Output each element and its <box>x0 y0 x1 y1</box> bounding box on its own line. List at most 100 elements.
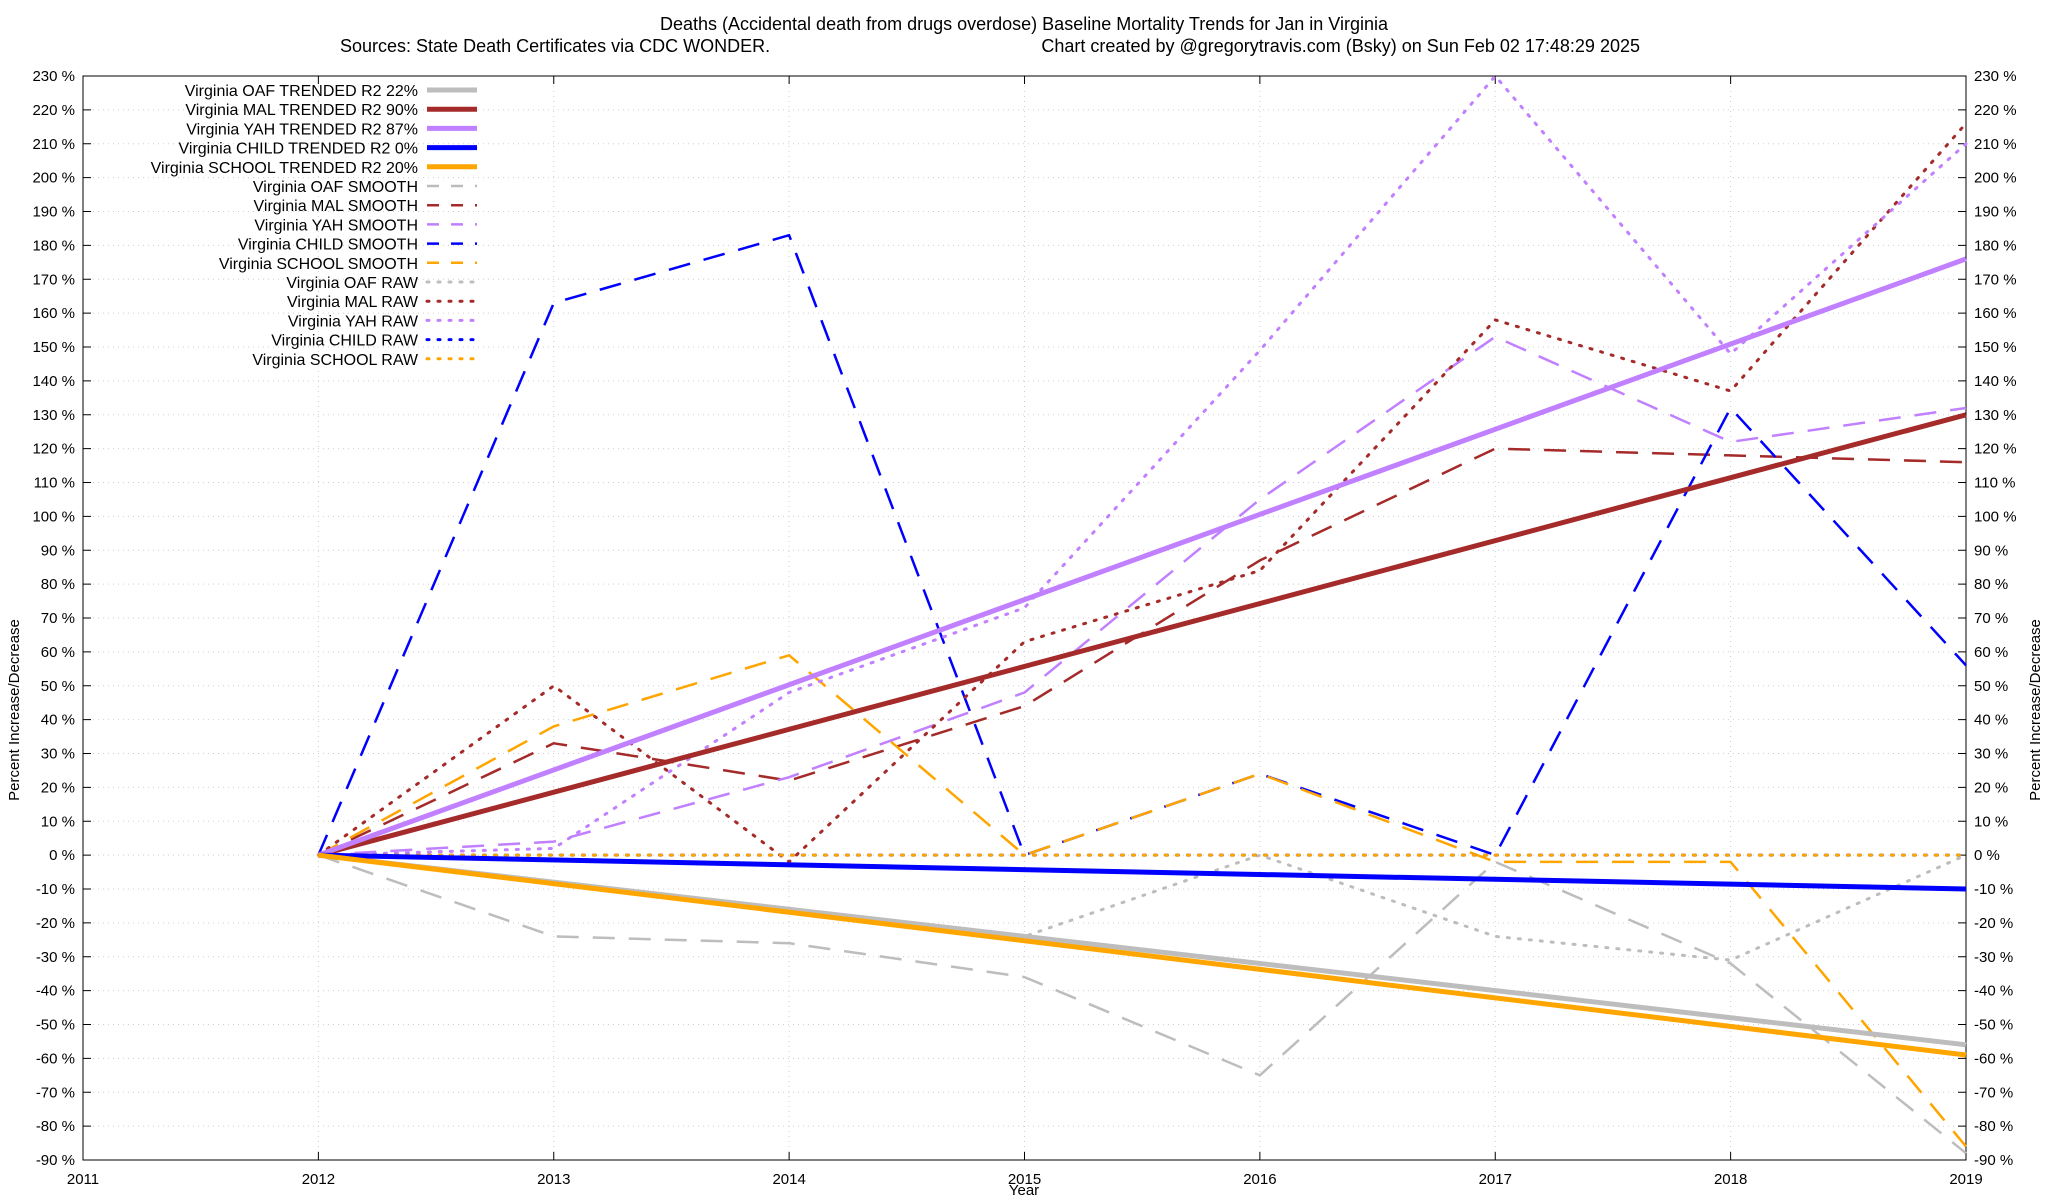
y-tick-label-left: 230 % <box>32 68 75 85</box>
y-tick-label-left: 130 % <box>32 407 75 424</box>
y-tick-label-right: 160 % <box>1974 305 2017 322</box>
y-tick-label-right: 100 % <box>1974 508 2017 525</box>
y-tick-label-left: -90 % <box>36 1152 75 1169</box>
y-tick-label-left: 200 % <box>32 170 75 187</box>
y-tick-label-left: 180 % <box>32 237 75 254</box>
y-tick-label-right: 210 % <box>1974 136 2017 153</box>
y-tick-label-right: 170 % <box>1974 271 2017 288</box>
x-tick-label: 2017 <box>1479 1171 1512 1188</box>
y-tick-label-left: 110 % <box>34 475 75 492</box>
legend-label: Virginia YAH TRENDED R2 87% <box>186 121 418 138</box>
series-line-virginia-yah-raw <box>316 74 1968 857</box>
y-tick-label-right: 20 % <box>1974 779 2008 796</box>
legend-label: Virginia MAL TRENDED R2 90% <box>185 102 418 119</box>
chart-title: Deaths (Accidental death from drugs over… <box>660 14 1389 34</box>
series-line-virginia-child-trended-r2-0 <box>318 852 1967 892</box>
y-tick-label-right: -40 % <box>1974 983 2013 1000</box>
y-tick-label-left: 30 % <box>41 746 75 763</box>
legend-label: Virginia SCHOOL RAW <box>252 352 419 369</box>
y-tick-label-right: -50 % <box>1974 1017 2013 1034</box>
legend-label: Virginia OAF SMOOTH <box>253 179 418 196</box>
axis-ticks <box>82 75 1967 1161</box>
y-tick-label-right: -20 % <box>1974 915 2013 932</box>
x-tick-label: 2015 <box>1008 1171 1041 1188</box>
y-tick-label-left: 100 % <box>32 508 75 525</box>
y-tick-label-left: 0 % <box>49 847 75 864</box>
y-tick-label-left: 210 % <box>32 136 75 153</box>
y-tick-label-right: 90 % <box>1974 542 2008 559</box>
y-tick-label-right: 230 % <box>1974 68 2017 85</box>
y-tick-label-left: -70 % <box>36 1084 75 1101</box>
y-tick-label-right: -90 % <box>1974 1152 2013 1169</box>
series-line-virginia-school-trended-r2-20 <box>318 852 1967 1058</box>
y-axis-right-label: Percent Increase/Decrease <box>2027 619 2044 801</box>
y-tick-label-right: 190 % <box>1974 204 2017 221</box>
y-tick-label-left: -40 % <box>36 983 75 1000</box>
y-tick-label-right: -70 % <box>1974 1084 2013 1101</box>
y-axis-left-tick-labels: 230 % 220 % 210 % 200 % 190 % 180 % 170 % 160 %… <box>32 68 75 1169</box>
legend-label: Virginia MAL SMOOTH <box>254 198 418 215</box>
series-line-virginia-yah-trended-r2-87 <box>317 256 1967 858</box>
y-tick-label-left: 60 % <box>41 644 75 661</box>
x-tick-label: 2019 <box>1949 1171 1982 1188</box>
y-tick-label-left: -50 % <box>36 1017 75 1034</box>
y-tick-label-left: 20 % <box>41 779 75 796</box>
legend-label: Virginia SCHOOL TRENDED R2 20% <box>151 160 418 177</box>
y-tick-label-right: 200 % <box>1974 170 2017 187</box>
y-tick-label-right: 120 % <box>1974 441 2017 458</box>
y-tick-label-right: 130 % <box>1974 407 2017 424</box>
y-axis-left-label: Percent Increase/Decrease <box>6 619 23 801</box>
y-tick-label-right: 180 % <box>1974 237 2017 254</box>
legend: Virginia OAF TRENDED R2 22% Virginia MAL … <box>151 83 479 369</box>
legend-label: Virginia MAL RAW <box>287 294 419 311</box>
series-lines <box>316 74 1968 1155</box>
x-tick-label: 2013 <box>537 1171 570 1188</box>
legend-label: Virginia CHILD SMOOTH <box>238 237 418 254</box>
y-tick-label-right: 150 % <box>1974 339 2017 356</box>
y-tick-label-right: 220 % <box>1974 102 2017 119</box>
y-tick-label-right: 80 % <box>1974 576 2008 593</box>
y-tick-label-right: 0 % <box>1974 847 2000 864</box>
series-line-virginia-yah-smooth <box>318 335 1967 857</box>
y-tick-label-right: -60 % <box>1974 1050 2013 1067</box>
y-tick-label-left: -20 % <box>36 915 75 932</box>
y-tick-label-left: 190 % <box>32 204 75 221</box>
y-tick-label-left: 70 % <box>41 610 75 627</box>
y-tick-label-right: 30 % <box>1974 746 2008 763</box>
y-tick-label-right: 10 % <box>1974 813 2008 830</box>
legend-label: Virginia OAF TRENDED R2 22% <box>185 83 418 100</box>
y-tick-label-left: 80 % <box>41 576 75 593</box>
x-tick-label: 2014 <box>772 1171 805 1188</box>
y-tick-label-left: -60 % <box>36 1050 75 1067</box>
series-line-virginia-oaf-smooth <box>317 853 1967 1155</box>
x-axis-tick-labels: 2011 2012 2013 2014 2015 2016 2017 2018 2019 <box>67 1171 1983 1188</box>
series-line-virginia-school-smooth <box>317 654 1967 1148</box>
y-tick-label-right: -80 % <box>1974 1118 2013 1135</box>
x-tick-label: 2016 <box>1243 1171 1276 1188</box>
y-tick-label-left: 140 % <box>32 373 75 390</box>
x-tick-label: 2018 <box>1714 1171 1747 1188</box>
series-line-virginia-mal-trended-r2-90 <box>317 412 1967 858</box>
y-tick-label-left: 220 % <box>32 102 75 119</box>
y-axis-right-tick-labels: 230 % 220 % 210 % 200 % 190 % 180 % 170 % 160 %… <box>1974 68 2017 1169</box>
y-tick-label-right: 60 % <box>1974 644 2008 661</box>
y-tick-label-left: 10 % <box>41 813 75 830</box>
x-axis-label: Year <box>1009 1182 1039 1199</box>
y-tick-label-right: -10 % <box>1974 881 2013 898</box>
legend-label: Virginia SCHOOL SMOOTH <box>219 256 418 273</box>
y-tick-label-left: 40 % <box>41 712 75 729</box>
y-tick-label-right: 40 % <box>1974 712 2008 729</box>
legend-label: Virginia YAH SMOOTH <box>254 217 418 234</box>
y-tick-label-left: 170 % <box>32 271 75 288</box>
y-tick-label-left: 160 % <box>32 305 75 322</box>
chart-subtitle-credit: Chart created by @gregorytravis.com (Bsk… <box>1041 36 1640 56</box>
y-tick-label-right: 70 % <box>1974 610 2008 627</box>
x-tick-label: 2012 <box>302 1171 335 1188</box>
y-tick-label-left: -80 % <box>36 1118 75 1135</box>
legend-label: Virginia YAH RAW <box>288 313 419 330</box>
y-tick-label-right: 50 % <box>1974 678 2008 695</box>
legend-label: Virginia OAF RAW <box>286 275 418 292</box>
y-tick-label-left: 120 % <box>32 441 75 458</box>
y-tick-label-left: -30 % <box>36 949 75 966</box>
